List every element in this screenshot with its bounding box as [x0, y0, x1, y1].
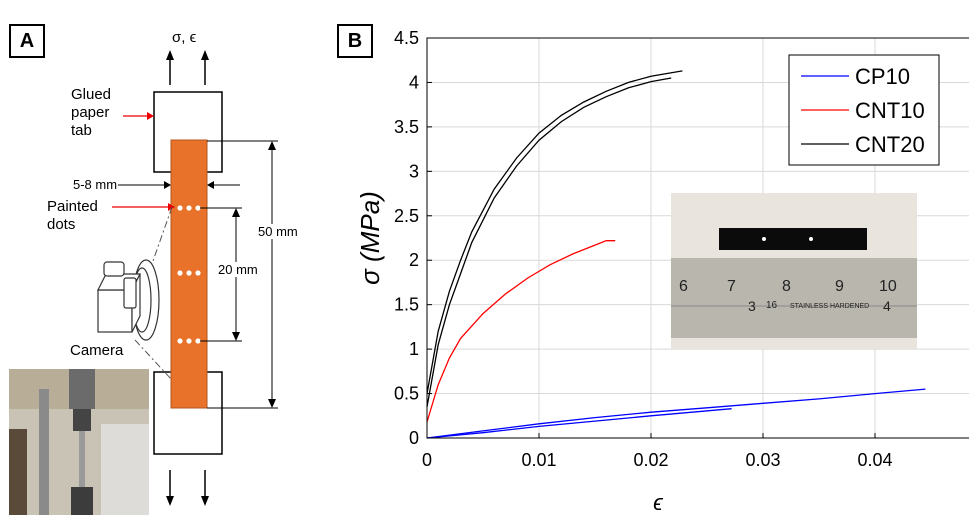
test-setup-photo [9, 369, 149, 515]
camera-label: Camera [70, 342, 124, 359]
y-tick-label: 0 [409, 428, 419, 448]
x-tick-label: 0.02 [633, 450, 668, 470]
glued-tab-label-1: Glued [71, 86, 112, 103]
y-tick-label: 1.5 [394, 295, 419, 315]
width-label: 5-8 mm [73, 177, 118, 192]
y-tick-label: 0.5 [394, 384, 419, 404]
x-tick-label: 0 [422, 450, 432, 470]
camera-sightline-lower [134, 339, 173, 381]
top-arrowhead-right [201, 50, 209, 60]
specimen-length-label: 50 mm [258, 224, 298, 239]
chart-ticks: 00.010.020.030.040.0500.511.522.533.544.… [394, 28, 893, 470]
gauge-length-label: 20 mm [218, 262, 258, 277]
glued-tab-label-2: paper [71, 104, 110, 121]
dots-label-1: Painted [47, 198, 98, 215]
specimen-diagram [97, 50, 278, 506]
y-tick-label: 3.5 [394, 117, 419, 137]
x-tick-label: 0.03 [745, 450, 780, 470]
top-arrow-label: σ, ϵ [172, 29, 197, 46]
panel-b-label: B [337, 24, 373, 58]
plot-frame [426, 37, 969, 439]
glued-tab-label-3: tab [71, 122, 92, 139]
y-tick-label: 4 [409, 72, 419, 92]
series-line-cnt10-1 [426, 240, 616, 423]
series-line-cp10-1 [426, 388, 926, 439]
legend-label-cnt10: CNT10 [855, 98, 925, 123]
y-tick-label: 2.5 [394, 206, 419, 226]
inset-photo [671, 193, 917, 349]
x-axis-label: ϵ [653, 490, 664, 515]
panel-a-label: A [9, 24, 45, 58]
bottom-arrowhead-right [201, 496, 209, 506]
series-line-cnt20-2 [426, 77, 672, 408]
legend: CP10 CNT10 CNT20 [788, 54, 940, 166]
y-tick-label: 4.5 [394, 28, 419, 48]
series-line-cnt20-1 [426, 70, 683, 394]
chart-curves [426, 70, 926, 439]
painted-dots [177, 205, 201, 344]
y-tick-label: 3 [409, 161, 419, 181]
inset-ruler [671, 258, 917, 338]
top-arrowhead-left [166, 50, 174, 60]
y-tick-label: 1 [409, 339, 419, 359]
inset-specimen [719, 228, 867, 250]
legend-label-cnt20: CNT20 [855, 132, 925, 157]
series-line-cp10-2 [426, 408, 732, 439]
x-tick-label: 0.04 [857, 450, 892, 470]
bottom-arrowhead-left [166, 496, 174, 506]
legend-label-cp10: CP10 [855, 64, 910, 89]
dots-label-2: dots [47, 216, 76, 233]
stress-strain-chart: 00.010.020.030.040.0500.511.522.533.544.… [355, 28, 969, 515]
y-axis-label: σ (MPa) [355, 191, 385, 285]
y-tick-label: 2 [409, 250, 419, 270]
camera-icon [97, 259, 160, 341]
x-tick-label: 0.01 [521, 450, 556, 470]
